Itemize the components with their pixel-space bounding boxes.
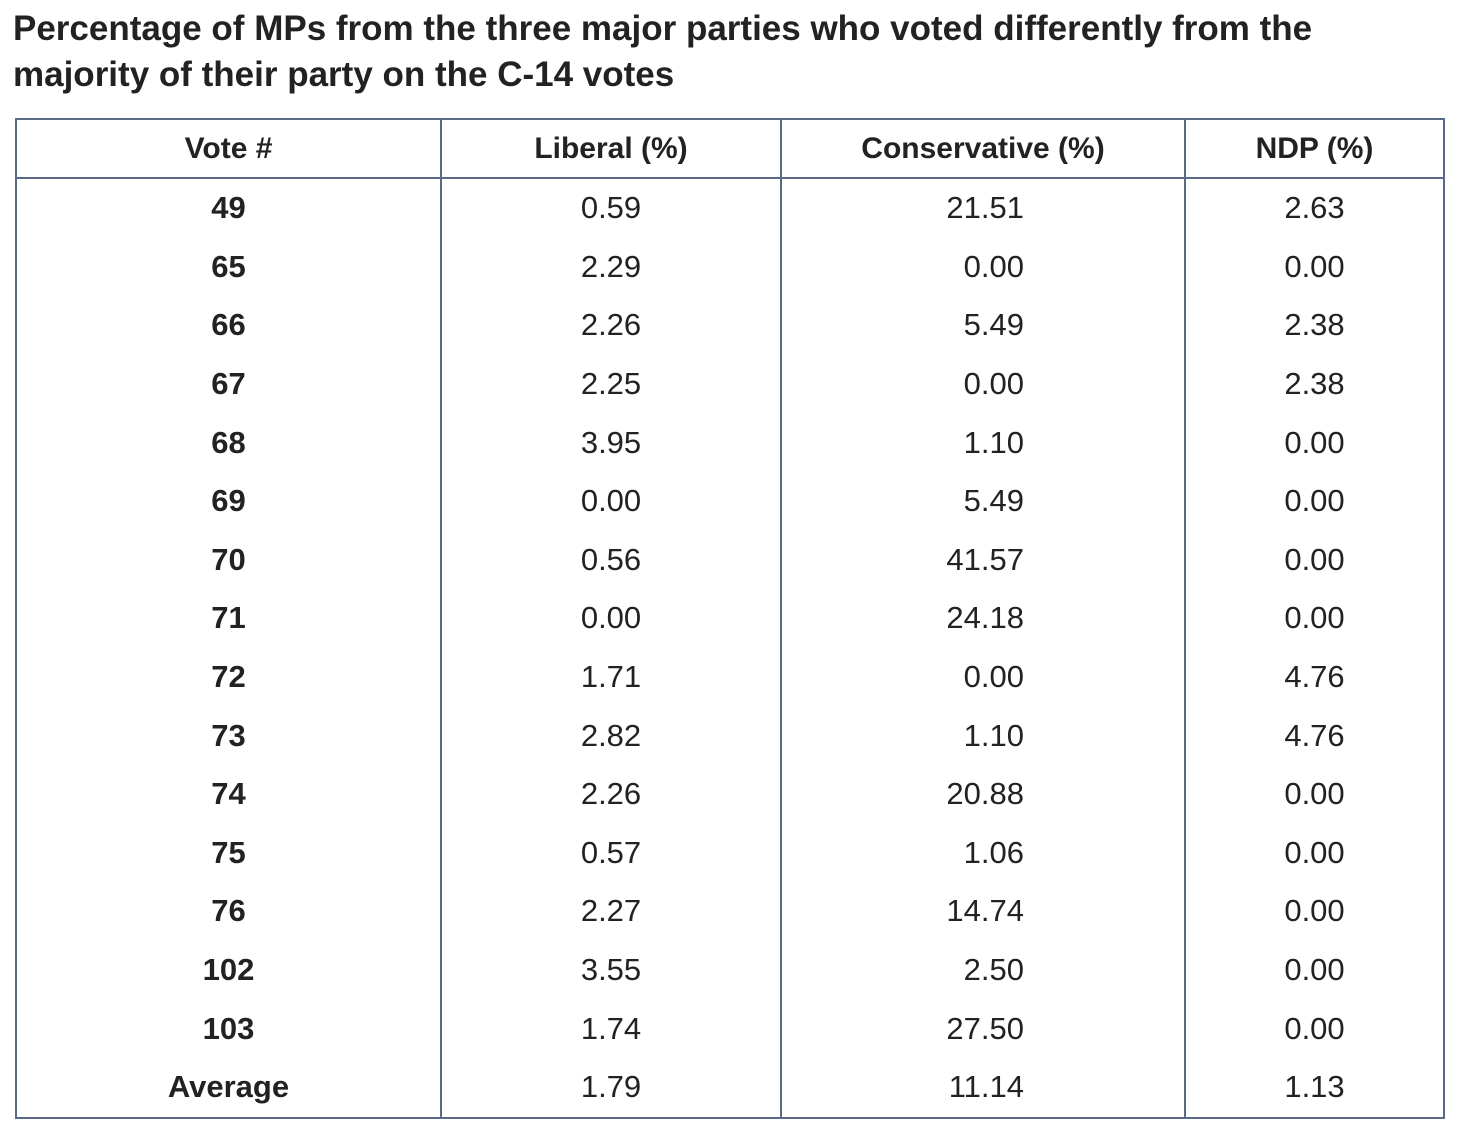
table-row: 49 0.59 21.51 2.63 [16,178,1444,238]
ndp-cell: 2.63 [1284,190,1345,226]
liberal-cell: 1.71 [441,647,782,707]
vote-cell: 75 [16,823,442,883]
ndp-cell: 0.00 [1284,834,1345,870]
liberal-cell: 3.95 [441,413,782,472]
liberal-cell: 2.26 [441,764,782,824]
table-title: Percentage of MPs from the three major p… [13,6,1433,98]
conservative-cell: 0.00 [781,647,1186,707]
conservative-cell: 24.18 [781,589,1186,648]
column-header-conservative: Conservative (%) [781,119,1186,179]
ndp-cell: 0.00 [1284,541,1345,577]
table-row: 103 1.74 27.50 0.00 [16,999,1444,1058]
vote-cell: 71 [16,589,442,648]
ndp-cell: 0.00 [1284,248,1345,284]
conservative-cell: 11.14 [781,1057,1186,1118]
liberal-cell: 0.57 [441,823,782,883]
table-row: 71 0.00 24.18 0.00 [16,589,1444,648]
conservative-cell: 41.57 [781,530,1186,590]
conservative-cell: 5.49 [781,296,1186,355]
table-row: 75 0.57 1.06 0.00 [16,823,1444,883]
conservative-cell: 0.00 [781,237,1186,297]
ndp-cell: 0.00 [1284,483,1345,519]
liberal-cell: 2.26 [441,296,782,355]
table-title-line-1: Percentage of MPs from the three major p… [13,9,1313,48]
ndp-cell: 0.00 [1284,776,1345,812]
ndp-cell: 0.00 [1284,600,1345,636]
vote-cell: 76 [16,882,442,941]
vote-cell: 102 [16,940,442,1000]
vote-cell: 103 [16,999,442,1058]
liberal-cell: 0.00 [441,471,782,531]
header-row: Vote # Liberal (%) Conservative (%) NDP … [16,119,1444,179]
conservative-cell: 27.50 [781,999,1186,1058]
liberal-cell: 0.00 [441,589,782,648]
conservative-cell: 1.06 [781,823,1186,883]
ndp-cell: 4.76 [1284,717,1345,753]
table-row: 67 2.25 0.00 2.38 [16,354,1444,414]
table-row: 65 2.29 0.00 0.00 [16,237,1444,297]
ndp-cell: 2.38 [1284,307,1345,343]
table-body: 49 0.59 21.51 2.63 65 2.29 0.00 0.00 66 2.26 5.49 2… [16,178,1444,1118]
vote-cell: 72 [16,647,442,707]
liberal-cell: 0.56 [441,530,782,590]
vote-cell: 65 [16,237,442,297]
table-row: 72 1.71 0.00 4.76 [16,647,1444,707]
ndp-cell: 0.00 [1284,424,1345,460]
vote-cell: 70 [16,530,442,590]
table-row: 70 0.56 41.57 0.00 [16,530,1444,590]
ndp-cell: 1.13 [1284,1069,1345,1105]
liberal-cell: 1.74 [441,999,782,1058]
table-row: 74 2.26 20.88 0.00 [16,764,1444,824]
vote-cell: 49 [16,178,442,238]
liberal-cell: 0.59 [441,178,782,238]
table-row: 73 2.82 1.10 4.76 [16,706,1444,765]
column-header-liberal: Liberal (%) [441,119,782,179]
vote-cell: Average [16,1057,442,1118]
table-row: 68 3.95 1.10 0.00 [16,413,1444,472]
column-header-ndp: NDP (%) [1185,119,1444,179]
votes-table: Vote # Liberal (%) Conservative (%) NDP … [15,118,1445,1119]
table-row: 69 0.00 5.49 0.00 [16,471,1444,531]
table-row: 66 2.26 5.49 2.38 [16,296,1444,355]
ndp-cell: 0.00 [1284,952,1345,988]
vote-cell: 69 [16,471,442,531]
conservative-cell: 1.10 [781,413,1186,472]
conservative-cell: 0.00 [781,354,1186,414]
vote-cell: 73 [16,706,442,765]
vote-cell: 67 [16,354,442,414]
column-header-vote: Vote # [16,119,442,179]
ndp-cell: 2.38 [1284,366,1345,402]
conservative-cell: 21.51 [781,178,1186,238]
liberal-cell: 3.55 [441,940,782,1000]
liberal-cell: 2.82 [441,706,782,765]
table-row: 76 2.27 14.74 0.00 [16,882,1444,941]
ndp-cell: 0.00 [1284,893,1345,929]
table-title-line-2: majority of their party on the C-14 vote… [13,55,675,94]
conservative-cell: 1.10 [781,706,1186,765]
ndp-cell: 0.00 [1284,1010,1345,1046]
conservative-cell: 2.50 [781,940,1186,1000]
conservative-cell: 20.88 [781,764,1186,824]
liberal-cell: 1.79 [441,1057,782,1118]
vote-cell: 74 [16,764,442,824]
conservative-cell: 14.74 [781,882,1186,941]
table-row: 102 3.55 2.50 0.00 [16,940,1444,1000]
conservative-cell: 5.49 [781,471,1186,531]
ndp-cell: 4.76 [1284,659,1345,695]
vote-cell: 66 [16,296,442,355]
liberal-cell: 2.25 [441,354,782,414]
liberal-cell: 2.29 [441,237,782,297]
table-row: Average 1.79 11.14 1.13 [16,1057,1444,1118]
liberal-cell: 2.27 [441,882,782,941]
vote-cell: 68 [16,413,442,472]
